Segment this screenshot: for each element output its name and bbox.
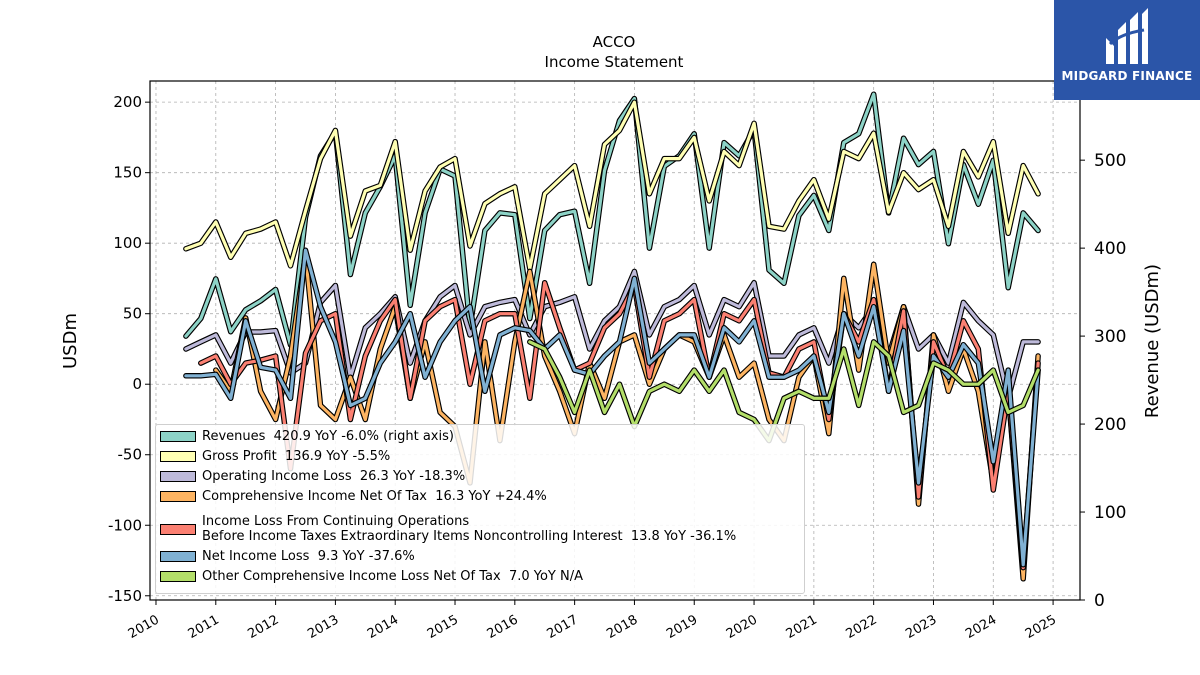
legend-label: Operating Income Loss 26.3 YoY -18.3%	[202, 469, 466, 484]
series-revenues	[183, 91, 1041, 348]
x-axis: 2010 2011 2012 2013 2014 2015 2016 2017 2018 2019…	[126, 600, 1059, 642]
legend-label: Gross Profit 136.9 YoY -5.5%	[202, 449, 391, 464]
y2-tick-label: 0	[1094, 591, 1105, 611]
series-line	[528, 340, 1040, 443]
x-tick-label: 2018	[604, 612, 640, 642]
legend-label: Comprehensive Income Net Of Tax 16.3 YoY…	[202, 489, 547, 504]
x-tick-label: 2022	[844, 612, 880, 642]
y-tick-label: 0	[132, 375, 142, 393]
y2-axis-label: Revenue (USDm)	[1142, 264, 1163, 418]
series-line	[184, 100, 1040, 271]
series-net-income-loss	[183, 247, 1041, 568]
chart-subtitle: Income Statement	[545, 53, 684, 71]
series-outline	[183, 91, 1041, 348]
legend-item: Comprehensive Income Net Of Tax 16.3 YoY…	[160, 489, 547, 504]
right-axis: 0 100 200 300 400 500	[1080, 151, 1126, 611]
legend-item: Net Income Loss 9.3 YoY -37.6%	[160, 549, 415, 564]
x-tick-label: 2014	[365, 612, 401, 642]
x-tick-label: 2012	[245, 612, 281, 642]
x-tick-label: 2019	[664, 612, 700, 642]
y-tick-label: -150	[108, 587, 142, 605]
y2-tick-label: 200	[1094, 415, 1126, 435]
y2-tick-label: 300	[1094, 327, 1126, 347]
legend-swatch	[160, 451, 196, 462]
y2-tick-label: 100	[1094, 503, 1126, 523]
series-gross-profit	[183, 99, 1041, 272]
series-income-loss-from-continuing-operations-before-income-taxes-extraordinary-items-noncontrolling-interest	[198, 279, 1041, 571]
x-tick-label: 2016	[485, 612, 521, 642]
legend-item: Operating Income Loss 26.3 YoY -18.3%	[160, 469, 465, 484]
series-line	[184, 248, 1040, 567]
left-axis: -150 -100 -50 0 50 100 150 200	[108, 93, 150, 605]
x-tick-label: 2011	[186, 612, 222, 642]
legend-label: Other Comprehensive Income Loss Net Of T…	[202, 569, 583, 584]
legend-item: Income Loss From Continuing Operations B…	[160, 514, 736, 544]
x-tick-label: 2020	[724, 612, 760, 642]
x-tick-label: 2017	[544, 612, 580, 642]
y-tick-label: -50	[118, 446, 143, 464]
legend-item: Gross Profit 136.9 YoY -5.5%	[160, 449, 390, 464]
brand-name: MIDGARD FINANCE	[1061, 69, 1193, 83]
legend-label: Revenues 420.9 YoY -6.0% (right axis)	[202, 429, 454, 444]
legend-swatch	[160, 551, 196, 562]
legend-item: Other Comprehensive Income Loss Net Of T…	[160, 569, 583, 584]
y2-tick-label: 400	[1094, 239, 1126, 259]
x-tick-label: 2013	[305, 612, 341, 642]
y2-tick-label: 500	[1094, 151, 1126, 171]
y-tick-label: -100	[108, 516, 142, 534]
y-tick-label: 100	[113, 234, 142, 252]
legend-label: Net Income Loss 9.3 YoY -37.6%	[202, 549, 415, 564]
legend-swatch	[160, 491, 196, 502]
x-tick-label: 2024	[963, 612, 999, 642]
series-line	[199, 281, 1040, 570]
legend-label: Income Loss From Continuing Operations B…	[202, 514, 737, 544]
y-tick-label: 150	[113, 164, 142, 182]
series-line	[184, 92, 1040, 347]
brand-logo: MIDGARD FINANCE	[1054, 0, 1200, 100]
plot-frame	[149, 80, 1081, 601]
x-tick-label: 2021	[784, 612, 820, 642]
y-tick-label: 200	[113, 93, 142, 111]
x-tick-label: 2010	[126, 612, 162, 642]
x-tick-label: 2015	[425, 612, 461, 642]
legend: Revenues 420.9 YoY -6.0% (right axis) Gro…	[155, 424, 805, 594]
y-tick-label: 50	[123, 305, 142, 323]
series-layer	[183, 91, 1041, 582]
legend-swatch	[160, 431, 196, 442]
legend-swatch	[160, 571, 196, 582]
legend-item: Revenues 420.9 YoY -6.0% (right axis)	[160, 429, 454, 444]
midgard-logo-icon	[1106, 8, 1148, 64]
x-tick-label: 2025	[1023, 612, 1059, 642]
y-axis-label: USDm	[60, 313, 81, 369]
x-tick-label: 2023	[903, 612, 939, 642]
legend-swatch	[160, 523, 196, 535]
legend-swatch	[160, 471, 196, 482]
series-other-comprehensive-income-loss-net-of-tax	[527, 339, 1041, 444]
chart-title: ACCO	[593, 33, 636, 51]
